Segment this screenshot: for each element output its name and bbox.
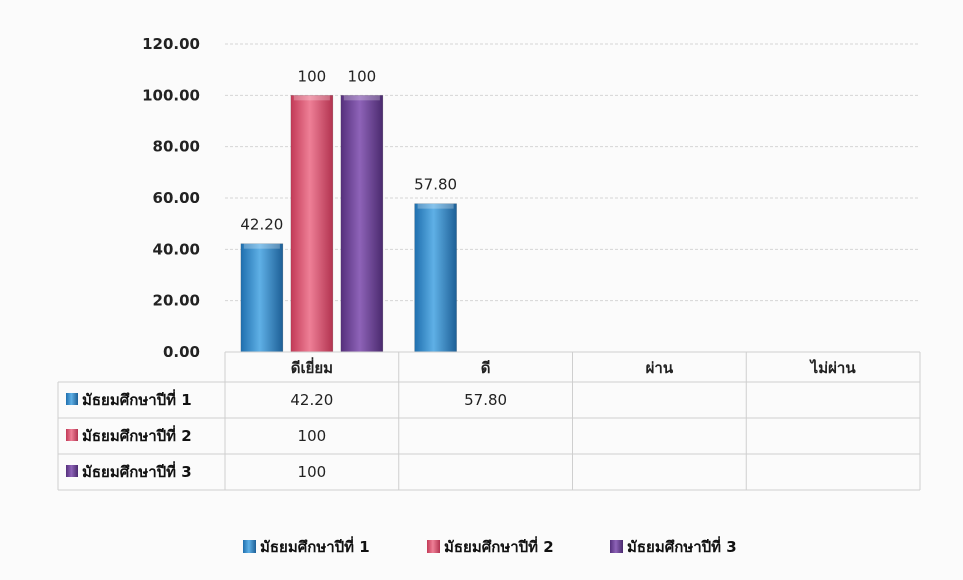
bar-bevel [243, 243, 280, 249]
legend-swatch [243, 540, 256, 553]
table-cell: 100 [298, 463, 327, 481]
table-cell: 100 [298, 427, 327, 445]
legend-key [66, 429, 78, 441]
legend: มัธยมศึกษาปีที่ 1 มัธยมศึกษาปีที่ 2 มัธยมศ… [243, 536, 737, 556]
legend-swatch [427, 540, 440, 553]
bar [240, 243, 284, 353]
table-row-label: มัธยมศึกษาปีที่ 2 [82, 425, 192, 445]
data-labels: 42.20 100 100 57.80 [240, 67, 457, 233]
data-label: 42.20 [240, 216, 283, 234]
data-label: 100 [348, 67, 377, 85]
bar [290, 95, 334, 353]
category-label: ผ่าน [646, 359, 674, 377]
category-label: ไม่ผ่าน [809, 358, 857, 377]
data-table: ดีเยี่ยม ดี ผ่าน ไม่ผ่านมัธยมศึกษาปีที่ 1 42… [57, 351, 921, 491]
bar [414, 203, 457, 353]
table-row-label: มัธยมศึกษาปีที่ 1 [82, 389, 192, 409]
y-tick-label: 20.00 [153, 292, 200, 310]
table-cell: 57.80 [464, 391, 507, 409]
legend-key [66, 465, 78, 477]
y-tick-label: 0.00 [163, 343, 200, 361]
bar-bevel [343, 95, 380, 101]
legend-swatch [610, 540, 623, 553]
table-cell: 42.20 [290, 391, 333, 409]
legend-key [66, 393, 78, 405]
y-tick-label: 100.00 [142, 86, 200, 104]
category-label: ดี [481, 359, 491, 377]
legend-label: มัธยมศึกษาปีที่ 2 [444, 536, 554, 556]
data-label: 57.80 [414, 176, 457, 194]
y-tick-label: 80.00 [153, 138, 200, 156]
y-tick-label: 40.00 [153, 240, 200, 258]
y-axis-ticks: 0.00 20.00 40.00 60.00 80.00 100.00 120.00 [142, 35, 200, 361]
bars [240, 95, 457, 353]
data-label: 100 [298, 67, 327, 85]
legend-label: มัธยมศึกษาปีที่ 1 [260, 536, 370, 556]
legend-label: มัธยมศึกษาปีที่ 3 [627, 536, 737, 556]
bar [340, 95, 384, 353]
category-label: ดีเยี่ยม [291, 357, 333, 377]
table-row-label: มัธยมศึกษาปีที่ 3 [82, 461, 192, 481]
y-tick-label: 60.00 [153, 189, 200, 207]
bar-bevel [417, 203, 454, 209]
y-tick-label: 120.00 [142, 35, 200, 53]
bar-bevel [293, 95, 330, 101]
